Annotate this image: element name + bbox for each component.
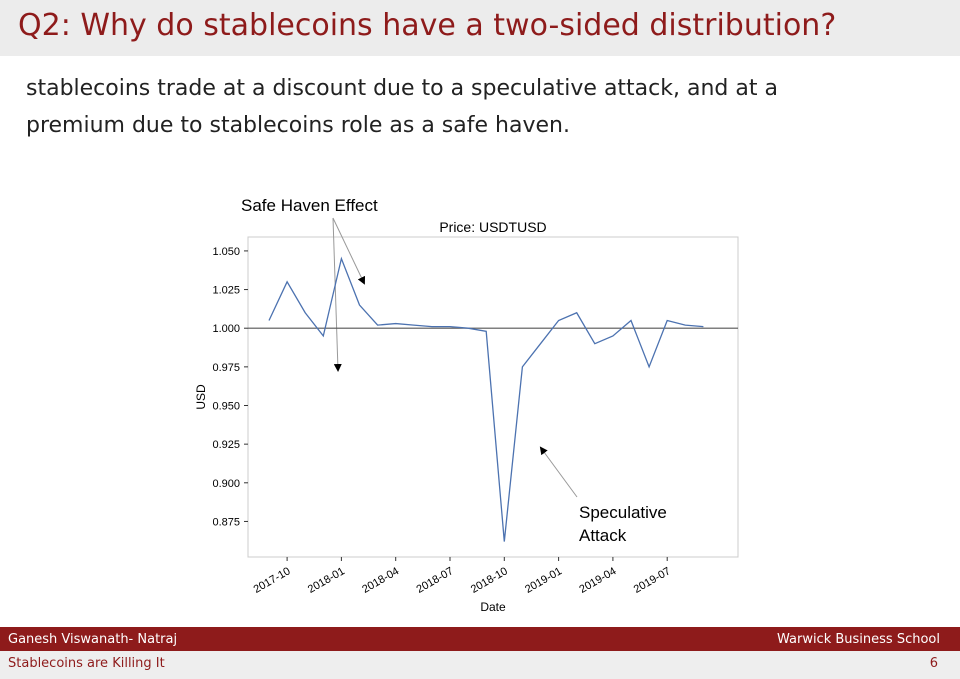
- x-tick-label: 2018-04: [360, 565, 401, 596]
- footer-author: Ganesh Viswanath- Natraj: [8, 632, 178, 647]
- x-tick-label: 2019-01: [523, 565, 564, 596]
- x-tick-label: 2019-07: [632, 565, 673, 596]
- footer-institution: Warwick Business School: [776, 632, 940, 647]
- y-tick-label: 0.900: [212, 478, 240, 490]
- body-text: premium due to stablecoins role as a saf…: [26, 113, 570, 138]
- annotation-arrow: [539, 446, 578, 498]
- annotation: Safe Haven Effect: [241, 196, 378, 215]
- y-tick-label: 0.950: [212, 401, 240, 413]
- y-axis-label: USD: [194, 384, 208, 410]
- y-tick-label: 0.975: [212, 362, 240, 374]
- annotation: Attack: [579, 526, 627, 545]
- y-tick-label: 1.000: [212, 323, 240, 335]
- y-tick-label: 1.025: [212, 285, 240, 297]
- title-bar: Q2: Why do stablecoins have a two-sided …: [0, 0, 960, 56]
- y-tick-label: 0.875: [212, 516, 240, 528]
- chart-title: Price: USDTUSD: [439, 219, 546, 235]
- x-tick-label: 2018-10: [469, 565, 510, 596]
- talk-title: Stablecoins are Killing It: [8, 656, 165, 671]
- body-text: stablecoins trade at a discount due to a…: [26, 76, 778, 101]
- x-tick-label: 2019-04: [577, 565, 618, 596]
- subfooter: Stablecoins are Killing It 6: [0, 651, 960, 679]
- footer: Ganesh Viswanath- Natraj Warwick Busines…: [0, 627, 960, 651]
- x-axis-label: Date: [480, 600, 506, 614]
- annotation-arrow: [332, 217, 342, 372]
- x-tick-label: 2018-07: [415, 565, 456, 596]
- page-number: 6: [929, 656, 938, 671]
- price-line: [268, 256, 704, 542]
- x-tick-label: 2017-10: [252, 565, 293, 596]
- annotation: Speculative: [579, 503, 667, 522]
- chart: Price: USDTUSD Date USD Safe Haven Effec…: [194, 196, 739, 614]
- y-tick-label: 0.925: [212, 439, 240, 451]
- slide-title: Q2: Why do stablecoins have a two-sided …: [18, 8, 837, 43]
- y-tick-label: 1.050: [212, 246, 240, 258]
- annotation-arrow: [332, 217, 366, 285]
- plot-frame: [247, 236, 739, 558]
- x-tick-label: 2018-01: [306, 565, 347, 596]
